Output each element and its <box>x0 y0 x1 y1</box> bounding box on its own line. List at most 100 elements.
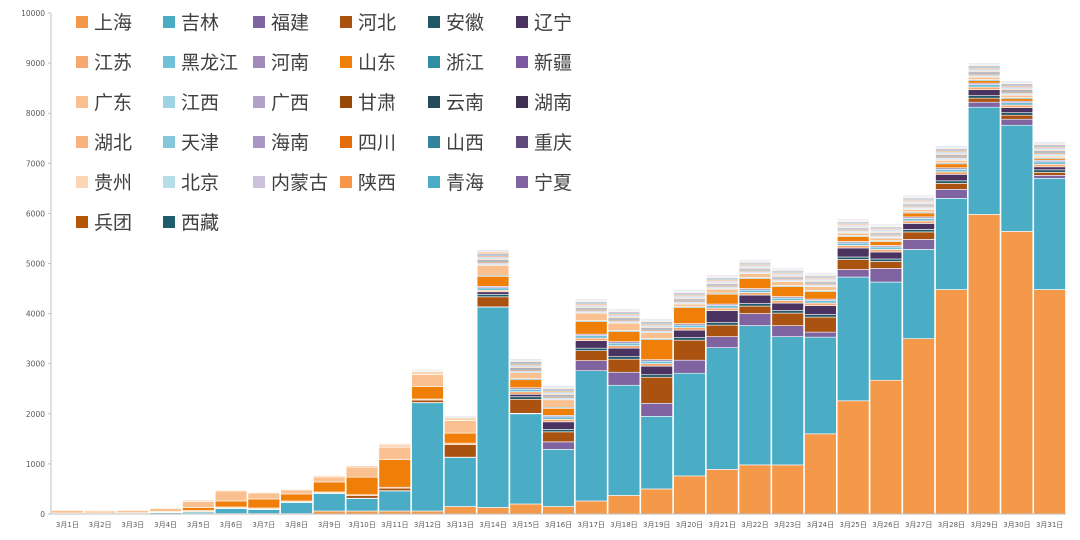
bar-segment <box>640 376 673 404</box>
bar-segment <box>509 357 542 359</box>
x-tick-label: 3月22日 <box>741 521 768 529</box>
x-tick-label: 3月6日 <box>220 521 243 529</box>
legend-item: 吉林 <box>163 12 219 34</box>
bar-segment <box>542 407 575 416</box>
bar-segment <box>837 400 870 515</box>
bar-segment <box>607 356 641 360</box>
bar-segment <box>1033 166 1066 171</box>
bar-segment <box>575 500 608 515</box>
legend-label: 安徽 <box>446 12 484 34</box>
y-tick-label: 3000 <box>26 360 45 369</box>
bar-segment <box>1000 124 1034 232</box>
x-tick-label: 3月2日 <box>89 521 112 529</box>
y-tick-label: 9000 <box>26 59 45 68</box>
y-tick-label: 4000 <box>26 310 45 319</box>
bar-segment <box>378 443 411 448</box>
bar-segment <box>804 305 837 315</box>
bar-segment <box>1000 98 1034 102</box>
bar-segment <box>575 321 608 335</box>
y-tick-label: 0 <box>40 510 45 519</box>
bar-segment <box>771 325 804 337</box>
legend-swatch <box>76 136 88 148</box>
bar-segment <box>1000 114 1034 120</box>
x-tick-label: 3月9日 <box>318 521 341 529</box>
legend-swatch <box>428 16 440 28</box>
bar-segment <box>542 431 575 443</box>
bar-segment <box>804 433 837 515</box>
legend-label: 辽宁 <box>534 12 572 34</box>
bar-segment <box>869 251 903 260</box>
bar-segment <box>706 293 739 305</box>
bar-segment <box>837 236 870 242</box>
x-tick-label: 3月15日 <box>512 521 539 529</box>
bar-segment <box>182 507 215 511</box>
bar-segment <box>280 489 313 495</box>
bar-segment <box>738 273 772 278</box>
bar-segment <box>967 106 1001 215</box>
bar-segment <box>738 289 772 293</box>
legend-label: 福建 <box>271 12 309 34</box>
bar-segment <box>967 89 1001 96</box>
legend-item: 四川 <box>340 132 396 154</box>
x-tick-label: 3月27日 <box>905 521 932 529</box>
bar-segment <box>575 337 608 341</box>
bar-segment <box>804 291 837 300</box>
bar-segment <box>607 347 641 357</box>
legend-item: 陕西 <box>340 172 396 194</box>
bar-segment <box>542 441 575 450</box>
bar-segment <box>673 307 706 324</box>
legend-item: 上海 <box>76 12 132 34</box>
bar-segment <box>738 464 772 515</box>
legend-label: 西藏 <box>181 212 219 234</box>
bar-segment <box>935 289 968 515</box>
bar-segment <box>575 370 608 502</box>
bar-segment <box>869 268 903 283</box>
x-tick-label: 3月28日 <box>938 521 965 529</box>
x-tick-label: 3月11日 <box>381 521 408 529</box>
legend-item: 兵团 <box>76 212 132 234</box>
bar-segment <box>575 347 608 351</box>
bar-segment <box>837 245 870 249</box>
x-tick-label: 3月17日 <box>578 521 605 529</box>
legend-item: 湖北 <box>76 132 132 154</box>
y-tick-label: 1000 <box>26 460 45 469</box>
bar-segment <box>935 171 968 175</box>
bar-segment <box>902 239 935 250</box>
legend-swatch <box>76 56 88 68</box>
y-tick-label: 10000 <box>21 9 45 18</box>
bar-segment <box>607 371 641 386</box>
bar-segment <box>214 508 248 514</box>
legend-label: 宁夏 <box>534 172 572 194</box>
bar-segment <box>1033 178 1066 290</box>
bar-segment <box>738 278 772 289</box>
bar-segment <box>967 76 1001 80</box>
bar-segment <box>411 402 444 512</box>
bar-segment <box>607 495 641 515</box>
bar-segment <box>706 310 739 323</box>
legend-swatch <box>516 96 528 108</box>
bar-segment <box>411 386 444 400</box>
bar-segment <box>575 335 608 339</box>
bar-segment <box>1033 161 1066 165</box>
bar-segment <box>1000 118 1034 126</box>
bar-segment <box>1000 102 1034 106</box>
legend-label: 云南 <box>446 92 484 114</box>
bar-segment <box>869 249 903 253</box>
bar-segment <box>345 495 379 499</box>
legend-swatch <box>163 216 175 228</box>
legend-swatch <box>516 56 528 68</box>
legend-swatch <box>340 16 352 28</box>
bar-segment <box>640 317 673 319</box>
bar-segment <box>411 368 444 370</box>
bar-segment <box>706 288 739 294</box>
bar-segment <box>967 86 1001 90</box>
bar-segment <box>967 62 1001 64</box>
bar-segment <box>542 419 575 423</box>
legend-label: 湖北 <box>94 132 132 154</box>
legend-label: 山西 <box>446 132 484 154</box>
bar-segment <box>771 336 804 466</box>
bar-segment <box>967 80 1001 84</box>
x-tick-label: 3月30日 <box>1003 521 1030 529</box>
bar-segment <box>509 413 542 505</box>
